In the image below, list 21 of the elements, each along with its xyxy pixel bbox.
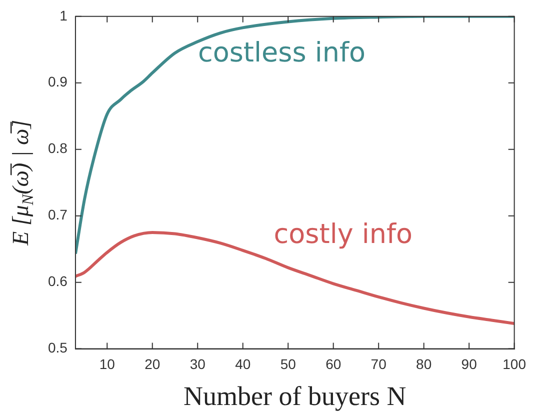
y-tick-label: 0.9: [48, 74, 68, 90]
y-tick-label: 0.6: [48, 273, 68, 290]
y-tick-label: 0.8: [48, 140, 68, 156]
x-tick-label: 40: [235, 356, 251, 372]
x-tick-label: 30: [190, 356, 206, 372]
series-label: costly info: [274, 218, 413, 250]
y-tick-label: 0.5: [48, 340, 68, 356]
line-series: [75, 16, 514, 256]
x-tick-label: 50: [280, 356, 296, 372]
x-axis-title: Number of buyers N: [184, 380, 406, 411]
x-tick-label: 70: [370, 356, 387, 372]
x-tick-label: 80: [416, 356, 432, 372]
x-tick-label: 100: [502, 356, 526, 372]
x-tick-label: 20: [144, 356, 160, 372]
x-tick-label: 10: [99, 356, 116, 372]
x-tick-label: 90: [461, 356, 478, 372]
y-tick-label: 0.7: [48, 206, 68, 223]
x-tick-label: 60: [326, 356, 342, 372]
series-label: costless info: [198, 38, 366, 69]
y-axis-title: E [μN(ω̅) | ω̅]: [8, 120, 38, 246]
y-tick-label: 1: [60, 7, 68, 24]
